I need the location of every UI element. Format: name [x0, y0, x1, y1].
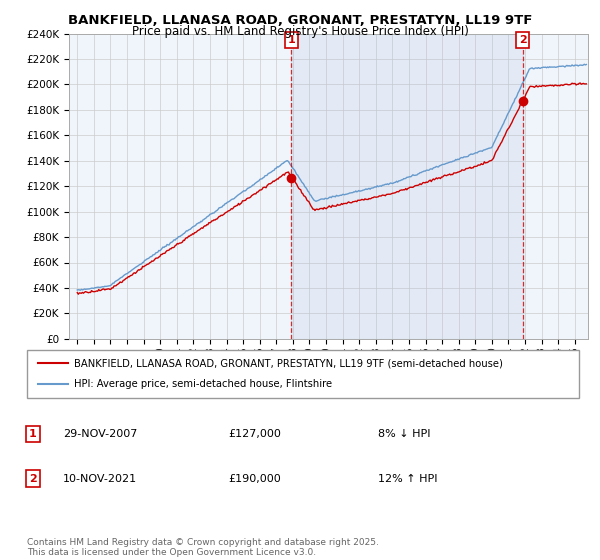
- Text: 12% ↑ HPI: 12% ↑ HPI: [378, 474, 437, 484]
- Text: 29-NOV-2007: 29-NOV-2007: [63, 429, 137, 439]
- Text: 2: 2: [519, 35, 527, 45]
- Text: BANKFIELD, LLANASA ROAD, GRONANT, PRESTATYN, LL19 9TF: BANKFIELD, LLANASA ROAD, GRONANT, PRESTA…: [68, 14, 532, 27]
- Text: 1: 1: [29, 429, 37, 439]
- Text: BANKFIELD, LLANASA ROAD, GRONANT, PRESTATYN, LL19 9TF (semi-detached house): BANKFIELD, LLANASA ROAD, GRONANT, PRESTA…: [74, 358, 503, 368]
- Text: £190,000: £190,000: [228, 474, 281, 484]
- Text: Contains HM Land Registry data © Crown copyright and database right 2025.
This d: Contains HM Land Registry data © Crown c…: [27, 538, 379, 557]
- Text: 2: 2: [29, 474, 37, 484]
- Text: HPI: Average price, semi-detached house, Flintshire: HPI: Average price, semi-detached house,…: [74, 379, 332, 389]
- Text: 10-NOV-2021: 10-NOV-2021: [63, 474, 137, 484]
- Text: 8% ↓ HPI: 8% ↓ HPI: [378, 429, 431, 439]
- Text: Price paid vs. HM Land Registry's House Price Index (HPI): Price paid vs. HM Land Registry's House …: [131, 25, 469, 38]
- Text: £127,000: £127,000: [228, 429, 281, 439]
- Bar: [292, 34, 523, 339]
- FancyBboxPatch shape: [27, 350, 579, 398]
- Text: 1: 1: [287, 35, 295, 45]
